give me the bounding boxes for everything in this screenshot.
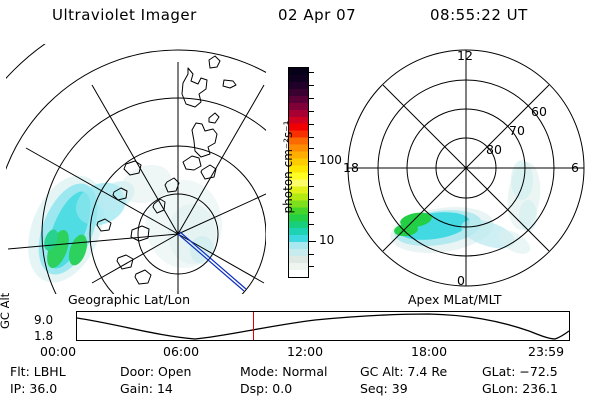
status-field-label: GC Alt: bbox=[360, 364, 408, 379]
colorbar-gradient bbox=[288, 67, 309, 278]
status-field-label: Door: bbox=[120, 364, 159, 379]
colorbar-minor-tick bbox=[309, 211, 314, 213]
status-field-label: Flt: bbox=[10, 364, 34, 379]
status-field-label: GLon: bbox=[482, 381, 523, 396]
colorbar-axis-label: photon cm⁻²s⁻¹ bbox=[281, 120, 295, 214]
status-field-value: LBHL bbox=[33, 364, 66, 379]
colorbar[interactable]: photon cm⁻²s⁻¹ 100 10 bbox=[264, 60, 342, 290]
colorbar-minor-tick bbox=[309, 111, 314, 113]
status-field-gain: Gain: 14 bbox=[120, 381, 173, 396]
aurora-emission-geographic bbox=[28, 164, 222, 283]
orbit-time-cursor bbox=[253, 312, 254, 340]
status-field-value: 7.4 Re bbox=[407, 364, 448, 379]
apex-mlat-label: 60 bbox=[531, 104, 547, 119]
colorbar-minor-tick bbox=[309, 186, 314, 188]
status-field-label: IP: bbox=[10, 381, 30, 396]
apex-mlt-label: 6 bbox=[571, 160, 579, 175]
apex-mlat-label: 80 bbox=[486, 142, 502, 157]
status-field-label: Gain: bbox=[120, 381, 157, 396]
colorbar-major-tick bbox=[309, 241, 316, 243]
colorbar-tick-label: 100 bbox=[319, 152, 342, 167]
colorbar-minor-tick bbox=[309, 198, 314, 200]
status-field-ip: IP: 36.0 bbox=[10, 381, 57, 396]
colorbar-minor-tick bbox=[309, 148, 314, 150]
geographic-plot-caption: Geographic Lat/Lon bbox=[68, 292, 190, 307]
colorbar-minor-tick bbox=[309, 84, 314, 86]
aurora-emission-apex bbox=[390, 160, 541, 254]
status-field-seq: Seq: 39 bbox=[360, 381, 408, 396]
colorbar-minor-tick bbox=[309, 136, 314, 138]
status-field-door: Door: Open bbox=[120, 364, 191, 379]
geographic-polar-plot[interactable] bbox=[6, 44, 266, 294]
colorbar-tick-label: 10 bbox=[319, 233, 335, 248]
status-field-value: 39 bbox=[391, 381, 408, 396]
colorbar-minor-tick bbox=[309, 266, 314, 268]
orbit-altitude-curve bbox=[77, 313, 569, 340]
status-field-flt: Flt: LBHL bbox=[10, 364, 66, 379]
geographic-plot-svg bbox=[6, 44, 266, 294]
orbit-altitude-frame bbox=[76, 311, 570, 341]
status-field-dsp: Dsp: 0.0 bbox=[240, 381, 292, 396]
apex-mlt-label: 0 bbox=[457, 273, 465, 288]
header-date: 02 Apr 07 bbox=[278, 6, 357, 24]
apex-mlt-spokes bbox=[348, 50, 584, 286]
colorbar-minor-tick bbox=[309, 224, 314, 226]
status-block: Flt: LBHL Door: Open Mode: Normal GC Alt: 7… bbox=[0, 364, 600, 400]
colorbar-minor-tick bbox=[309, 97, 314, 99]
status-field-value: 0.0 bbox=[272, 381, 293, 396]
status-field-label: Dsp: bbox=[240, 381, 273, 396]
apex-mlat-label: 70 bbox=[509, 123, 525, 138]
orbit-y-tick-high: 9.0 bbox=[34, 313, 54, 327]
apex-mlt-label: 12 bbox=[457, 48, 473, 63]
colorbar-minor-tick bbox=[309, 253, 314, 255]
status-field-value: 14 bbox=[156, 381, 173, 396]
status-field-mode: Mode: Normal bbox=[240, 364, 327, 379]
orbit-x-tick-2: 12:00 bbox=[287, 344, 324, 359]
apex-plot-svg bbox=[347, 49, 585, 287]
apex-mlt-label: 18 bbox=[343, 160, 359, 175]
orbit-x-tick-4: 23:59 bbox=[528, 344, 565, 359]
status-field-glat: GLat: −72.5 bbox=[482, 364, 558, 379]
status-field-label: Seq: bbox=[360, 381, 392, 396]
coastlines bbox=[96, 55, 237, 285]
colorbar-minor-tick bbox=[309, 72, 314, 74]
status-field-value: 36.0 bbox=[29, 381, 58, 396]
orbit-altitude-panel[interactable]: GC Alt 9.0 1.8 00:00 06:00 12:00 18:00 2… bbox=[0, 292, 600, 359]
apex-polar-plot[interactable] bbox=[338, 44, 598, 294]
orbit-y-axis-label: GC Alt bbox=[0, 292, 12, 329]
colorbar-minor-tick bbox=[309, 123, 314, 125]
orbit-y-tick-low: 1.8 bbox=[34, 329, 54, 343]
colorbar-major-tick bbox=[309, 160, 316, 162]
status-field-value: Normal bbox=[282, 364, 328, 379]
status-field-value: −72.5 bbox=[519, 364, 558, 379]
header-time: 08:55:22 UT bbox=[430, 6, 528, 24]
status-field-value: 236.1 bbox=[522, 381, 558, 396]
orbit-x-tick-3: 18:00 bbox=[411, 344, 448, 359]
apex-plot-caption: Apex MLat/MLT bbox=[408, 292, 502, 307]
status-field-value: Open bbox=[158, 364, 192, 379]
status-field-label: Mode: bbox=[240, 364, 283, 379]
orbit-x-tick-1: 06:00 bbox=[163, 344, 200, 359]
header-title: Ultraviolet Imager bbox=[52, 6, 197, 24]
colorbar-minor-tick bbox=[309, 173, 314, 175]
status-field-label: GLat: bbox=[482, 364, 520, 379]
status-field-gc alt: GC Alt: 7.4 Re bbox=[360, 364, 447, 379]
satellite-track bbox=[177, 231, 247, 292]
orbit-x-tick-0: 00:00 bbox=[40, 344, 77, 359]
status-field-glon: GLon: 236.1 bbox=[482, 381, 558, 396]
